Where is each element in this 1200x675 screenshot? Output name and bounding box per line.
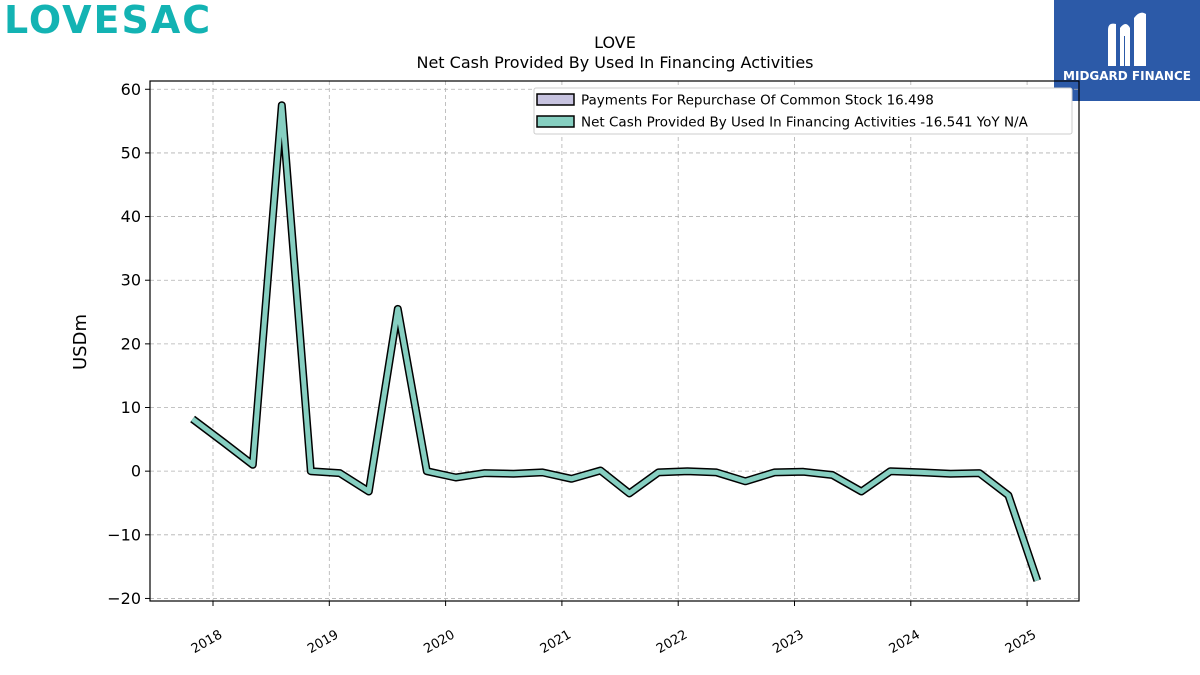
y-tick-label: −20	[107, 589, 141, 608]
x-tick-label: 2020	[421, 627, 457, 657]
plot-frame	[149, 80, 1080, 602]
x-tick-label: 2019	[305, 627, 341, 657]
x-tick-label: 2021	[538, 627, 574, 657]
midgard-finance-badge: MIDGARD FINANCE	[1054, 0, 1200, 101]
y-tick-label: 60	[121, 80, 141, 99]
x-tick-label: 2024	[887, 627, 923, 657]
legend-box	[533, 87, 1073, 135]
y-axis-label: USDm	[70, 314, 91, 370]
midgard-m-icon	[1108, 12, 1146, 67]
series-layer	[190, 101, 1042, 582]
x-tick-label: 2023	[770, 627, 806, 657]
legend-swatch-financing	[536, 115, 575, 128]
y-tick-label: 50	[121, 143, 141, 162]
y-tick-label: 30	[121, 271, 141, 290]
y-tick-label: −10	[107, 525, 141, 544]
x-axis-ticks: 2018 2019 2020 2021 2022 2023 2024 2025	[189, 601, 1039, 657]
series-line-financing	[191, 102, 1040, 582]
y-tick-label: 40	[121, 207, 141, 226]
lovesac-logo: LOVESAC	[4, 0, 213, 42]
chart-subtitle: Net Cash Provided By Used In Financing A…	[416, 53, 813, 72]
y-axis-ticks: 60 50 40 30 20 10 0 −10 −20	[107, 80, 150, 608]
legend: Payments For Repurchase Of Common Stock …	[533, 87, 1073, 135]
y-tick-label: 10	[121, 398, 141, 417]
y-tick-label: 0	[131, 462, 141, 481]
legend-label-financing: Net Cash Provided By Used In Financing A…	[581, 115, 1029, 131]
legend-swatch-repurchase	[536, 93, 575, 106]
x-tick-label: 2022	[654, 627, 690, 657]
y-tick-label: 20	[121, 334, 141, 353]
midgard-finance-label: MIDGARD FINANCE	[1063, 69, 1191, 83]
chart-title: LOVE	[594, 33, 636, 52]
legend-label-repurchase: Payments For Repurchase Of Common Stock …	[581, 93, 934, 109]
x-tick-label: 2018	[189, 627, 225, 657]
x-tick-label: 2025	[1003, 627, 1039, 657]
